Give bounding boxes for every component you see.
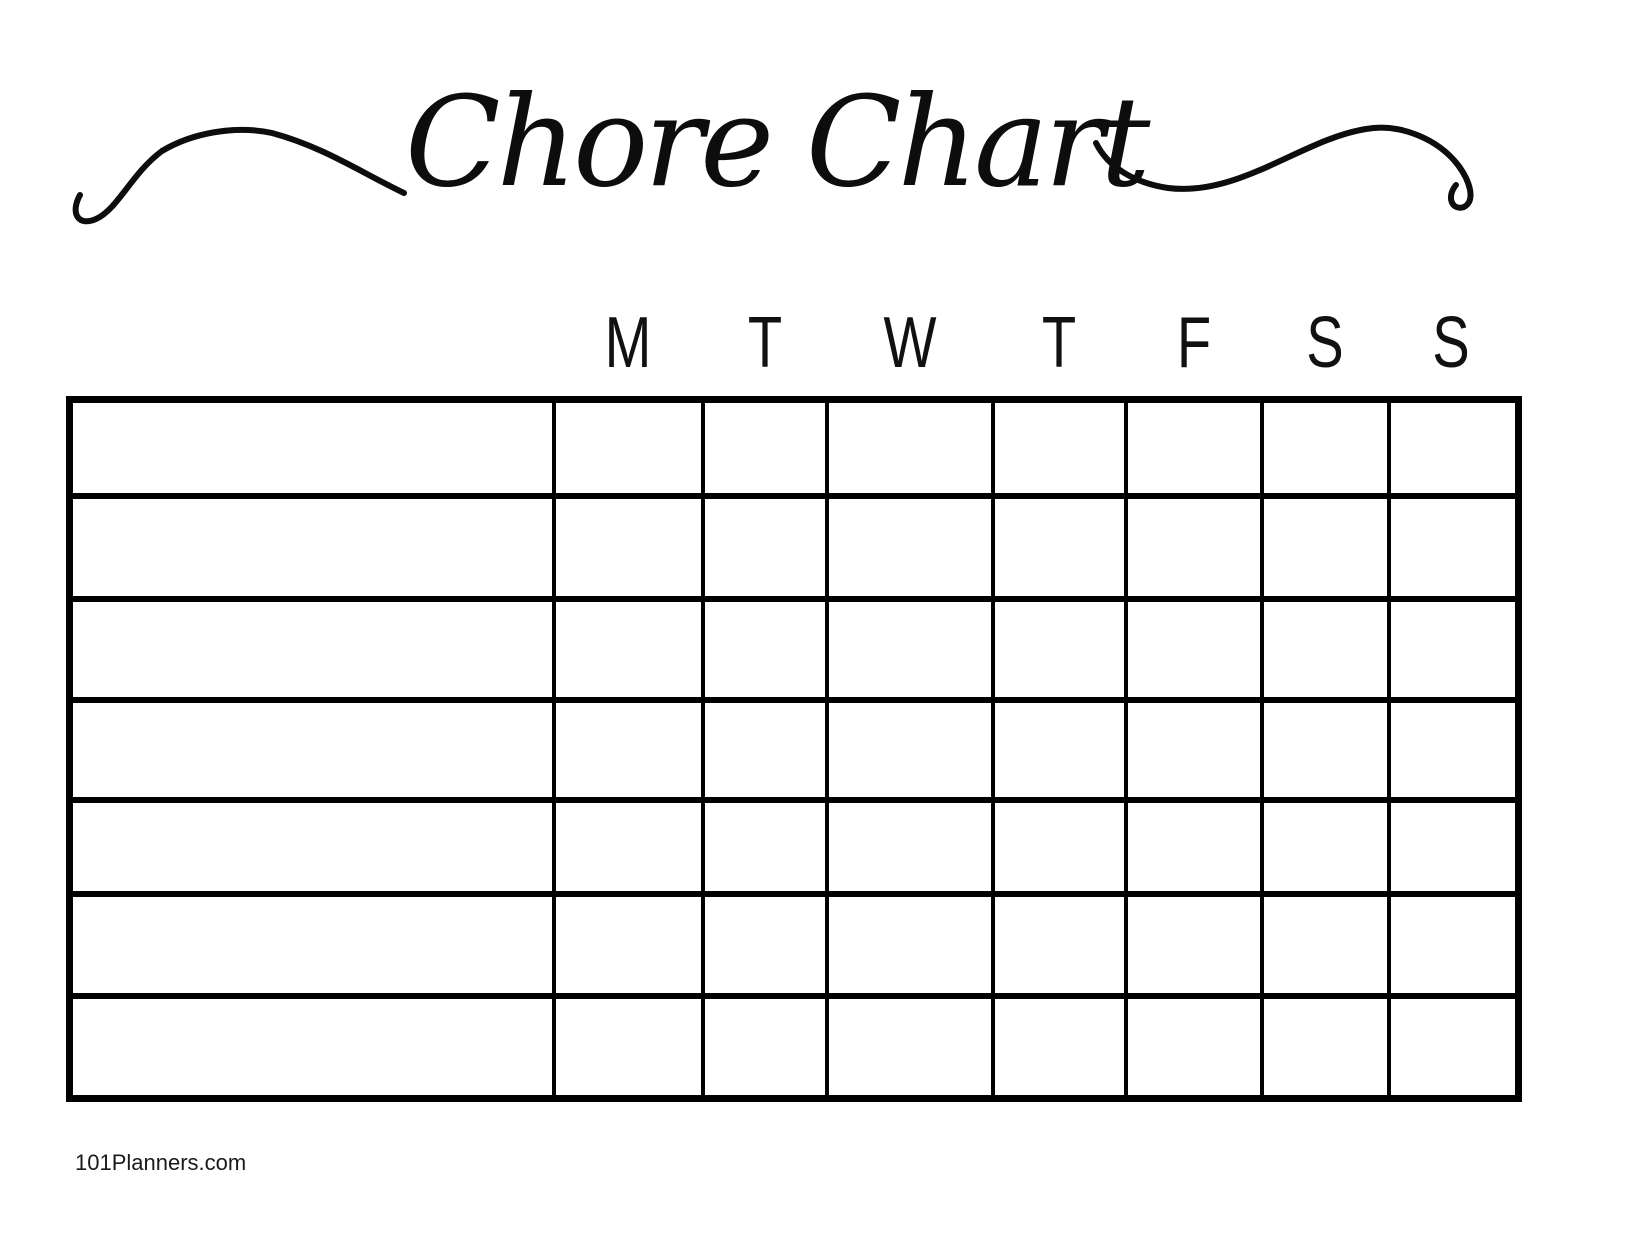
day-cell <box>705 403 829 499</box>
day-cell <box>1264 803 1391 897</box>
day-header-monday: M <box>604 303 652 383</box>
day-cell <box>1391 602 1515 703</box>
day-cell <box>829 803 995 897</box>
day-cell <box>995 403 1128 499</box>
chore-name-cell <box>73 403 556 499</box>
day-header-thursday: T <box>1041 303 1077 383</box>
chore-name-cell <box>73 897 556 999</box>
title-lettering: Chore Chart <box>72 70 1474 225</box>
day-cell <box>556 803 705 897</box>
day-cell <box>995 703 1128 803</box>
footer-site-name: 101Planners.com <box>75 1150 247 1175</box>
day-cell <box>995 499 1128 602</box>
chore-name-cell <box>73 703 556 803</box>
day-cell <box>556 897 705 999</box>
day-cell <box>995 803 1128 897</box>
day-cell <box>1128 703 1264 803</box>
chore-table <box>66 396 1522 1102</box>
day-cell <box>995 602 1128 703</box>
day-cell <box>705 803 829 897</box>
day-header-friday: F <box>1176 303 1212 383</box>
right-flourish-swash <box>1093 124 1474 211</box>
chore-name-cell <box>73 499 556 602</box>
day-cell <box>705 703 829 803</box>
day-cell <box>829 703 995 803</box>
day-cell <box>829 602 995 703</box>
chore-grid <box>73 403 1515 1095</box>
day-cell <box>1391 999 1515 1095</box>
day-cell <box>995 999 1128 1095</box>
day-cell <box>995 897 1128 999</box>
day-header-saturday: S <box>1306 303 1344 383</box>
day-cell <box>556 403 705 499</box>
day-cell <box>1264 897 1391 999</box>
day-header-sunday: S <box>1432 303 1470 383</box>
day-cell <box>1264 499 1391 602</box>
day-cell <box>1264 602 1391 703</box>
day-cell <box>1391 703 1515 803</box>
day-cell <box>829 499 995 602</box>
day-cell <box>1128 602 1264 703</box>
chore-name-cell <box>73 803 556 897</box>
title-text: Chore Chart <box>405 70 1151 215</box>
day-cell <box>1391 499 1515 602</box>
day-cell <box>829 897 995 999</box>
day-cell <box>556 703 705 803</box>
day-cell <box>1264 999 1391 1095</box>
day-cell <box>556 602 705 703</box>
day-cell <box>1128 499 1264 602</box>
left-flourish-swash <box>72 126 407 225</box>
day-cell <box>705 602 829 703</box>
day-cell <box>705 897 829 999</box>
day-cell <box>1264 703 1391 803</box>
day-cell <box>1391 403 1515 499</box>
day-cell <box>829 999 995 1095</box>
day-cell <box>1391 897 1515 999</box>
day-header-wednesday: W <box>883 303 937 383</box>
chore-name-cell <box>73 602 556 703</box>
day-cell <box>556 499 705 602</box>
day-cell <box>705 999 829 1095</box>
day-cell <box>556 999 705 1095</box>
day-cell <box>1264 403 1391 499</box>
chore-name-cell <box>73 999 556 1095</box>
day-header-tuesday: T <box>747 303 783 383</box>
day-cell <box>1128 897 1264 999</box>
day-cell <box>1128 403 1264 499</box>
day-cell <box>1128 803 1264 897</box>
day-cell <box>829 403 995 499</box>
day-cell <box>1128 999 1264 1095</box>
day-cell <box>1391 803 1515 897</box>
day-cell <box>705 499 829 602</box>
